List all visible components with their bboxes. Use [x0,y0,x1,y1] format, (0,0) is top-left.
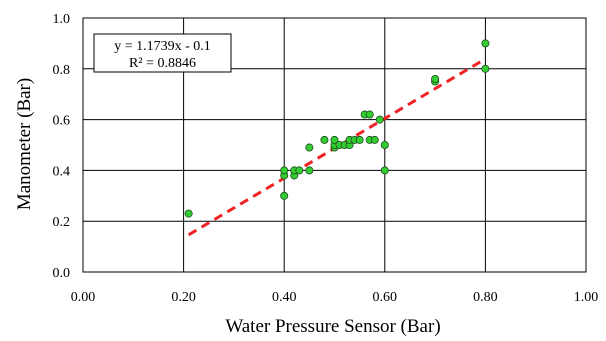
data-point [431,74,440,83]
x-tick-label: 0.20 [171,290,196,305]
data-point [330,135,339,144]
y-tick-label: 0.0 [53,266,71,281]
r-squared-label: R² = 0.8846 [129,56,196,71]
data-point [481,39,490,48]
data-point [184,209,193,218]
y-axis-ticks: 0.0 0.2 0.4 0.6 0.8 1.0 [53,12,71,281]
equation-box: y = 1.1739x - 0.1 R² = 0.8846 [93,33,232,73]
x-axis-ticks: 0.00 0.20 0.40 0.60 0.80 1.00 [71,290,599,305]
y-tick-label: 0.8 [53,63,71,78]
y-tick-label: 1.0 [53,12,71,27]
y-tick-label: 0.6 [53,114,71,129]
x-tick-label: 1.00 [574,290,599,305]
data-point [380,140,389,149]
data-point [375,115,384,124]
y-tick-label: 0.4 [53,164,71,179]
data-point [305,143,314,152]
y-tick-label: 0.2 [53,215,71,230]
data-point [365,110,374,119]
x-tick-label: 0.80 [473,290,498,305]
x-tick-label: 0.00 [71,290,96,305]
data-points [184,39,490,218]
data-point [370,135,379,144]
data-point [280,191,289,200]
equation-box-frame [93,33,232,73]
data-point [380,166,389,175]
data-point [295,166,304,175]
data-point [481,64,490,73]
x-axis-label: Water Pressure Sensor (Bar) [225,316,440,336]
data-point [305,166,314,175]
equation-label: y = 1.1739x - 0.1 [114,39,211,54]
data-point [320,135,329,144]
plot-frame [82,17,587,273]
y-axis-label: Manometer (Bar) [14,78,35,210]
grid-lines [83,18,586,272]
x-tick-label: 0.40 [272,290,297,305]
data-point [355,135,364,144]
data-point [280,166,289,175]
x-tick-label: 0.60 [373,290,398,305]
